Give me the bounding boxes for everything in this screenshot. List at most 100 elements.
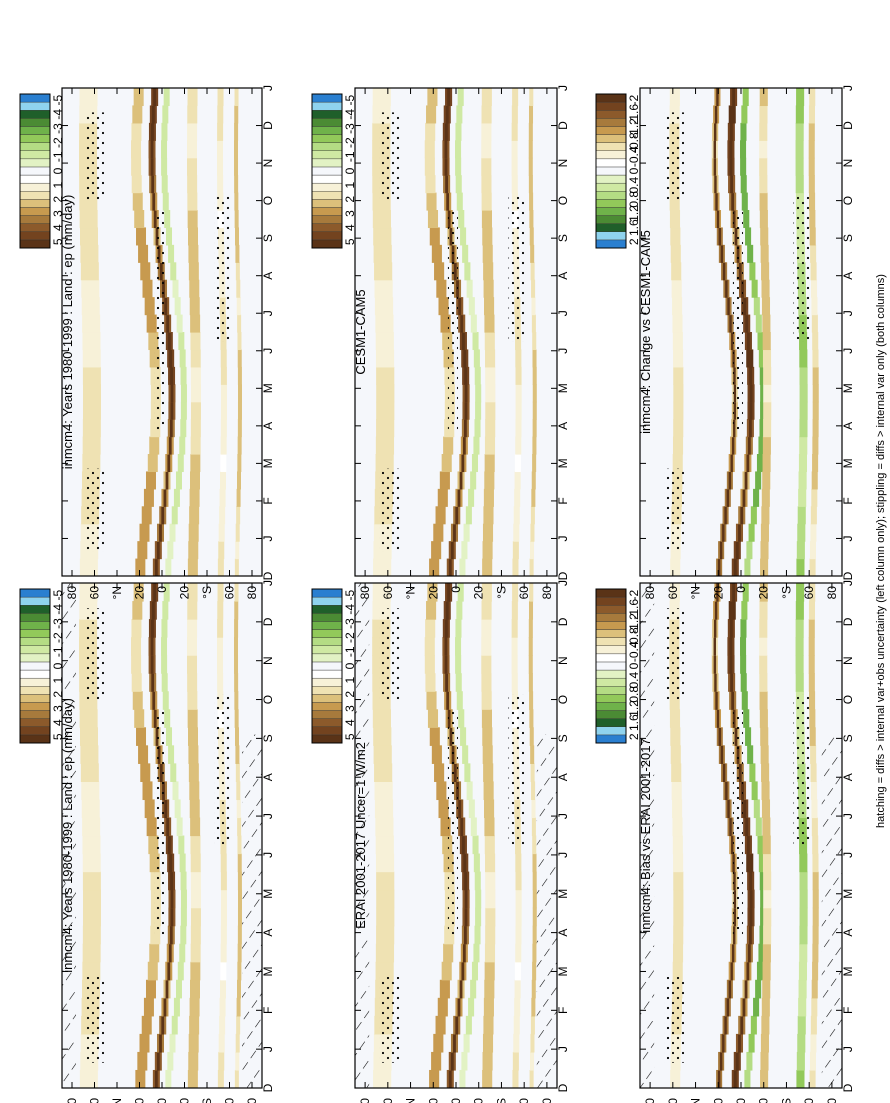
lat-tick-label: 60 bbox=[88, 1098, 102, 1103]
heatmap-cell bbox=[455, 175, 462, 194]
heatmap-cell bbox=[798, 454, 808, 473]
heatmap-core bbox=[461, 454, 465, 473]
stipple-region bbox=[86, 608, 106, 700]
heatmap-cell bbox=[189, 506, 200, 525]
heatmap-core bbox=[152, 691, 156, 710]
month-tick-label: S bbox=[556, 234, 570, 242]
heatmap-cell bbox=[475, 401, 482, 420]
heatmap-cell bbox=[812, 419, 819, 438]
heatmap-cell bbox=[188, 1033, 199, 1053]
heatmap-cell bbox=[237, 835, 242, 855]
lat-tick-label: °S bbox=[779, 1098, 793, 1103]
heatmap-cell bbox=[485, 419, 496, 438]
heatmap-cell bbox=[455, 140, 462, 159]
heatmap-cell bbox=[220, 436, 227, 455]
heatmap-cell bbox=[484, 979, 495, 999]
lat-tick-label: 20 bbox=[757, 1098, 771, 1103]
heatmap-core bbox=[150, 637, 154, 656]
heatmap-cell bbox=[234, 105, 239, 124]
colorbar-swatch bbox=[19, 231, 51, 241]
heatmap-cell bbox=[425, 122, 436, 141]
heatmap-cell bbox=[513, 1015, 520, 1035]
colorbar-swatch bbox=[595, 174, 627, 184]
heatmap-cell bbox=[531, 314, 536, 333]
heatmap-cell bbox=[80, 262, 99, 281]
heatmap-cell bbox=[187, 709, 198, 728]
heatmap-cell bbox=[188, 244, 199, 263]
colorbar-label: -1 bbox=[51, 646, 65, 657]
heatmap-cell bbox=[161, 637, 168, 656]
heatmap-cell bbox=[474, 871, 481, 891]
lat-tick-label: 20 bbox=[711, 1098, 725, 1103]
month-tick-label: A bbox=[261, 929, 275, 937]
heatmap-cell bbox=[671, 781, 682, 801]
heatmap-core bbox=[730, 673, 734, 692]
heatmap-cell bbox=[760, 541, 769, 560]
colorbar-swatch bbox=[19, 734, 51, 744]
heatmap-cell bbox=[795, 157, 804, 176]
month-tick-label: J bbox=[556, 813, 570, 819]
heatmap-cell bbox=[759, 673, 768, 692]
heatmap-cell bbox=[190, 961, 201, 981]
heatmap-cell bbox=[796, 1069, 805, 1088]
heatmap-cell bbox=[799, 349, 808, 368]
panel-p4: 80 60 °N 20 0 20 °S 60 80DJFMAMJJASONDJCESM1-CAM… bbox=[353, 85, 570, 599]
colorbar-swatch bbox=[595, 199, 627, 208]
heatmap-cell bbox=[511, 122, 518, 141]
heatmap-cell bbox=[217, 583, 224, 602]
heatmap-cell bbox=[82, 907, 101, 927]
heatmap-cell bbox=[811, 297, 818, 316]
heatmap-cell bbox=[812, 349, 819, 368]
heatmap-cell bbox=[473, 436, 480, 455]
heatmap-cell bbox=[808, 140, 815, 159]
heatmap-core bbox=[154, 558, 158, 576]
heatmap-cell bbox=[220, 349, 227, 368]
colorbar-swatch bbox=[595, 677, 627, 687]
heatmap-cell bbox=[161, 140, 168, 159]
heatmap-cell bbox=[481, 601, 492, 620]
heatmap-cell bbox=[761, 297, 771, 316]
heatmap-core bbox=[731, 436, 735, 455]
heatmap-core bbox=[749, 384, 753, 403]
heatmap-cell bbox=[187, 637, 198, 656]
heatmap-core bbox=[749, 871, 753, 891]
month-tick-label: N bbox=[261, 159, 275, 168]
heatmap-core bbox=[169, 419, 173, 438]
month-tick-label: A bbox=[841, 272, 855, 280]
heatmap-cell bbox=[808, 122, 815, 141]
heatmap-cell bbox=[673, 419, 684, 438]
colorbar-swatch bbox=[595, 182, 627, 192]
colorbar-swatch bbox=[19, 101, 51, 111]
colorbar-swatch bbox=[595, 231, 627, 241]
colorbar-p1: 5 4 3 2 1 0 -1 -2 -3 -4 -5 bbox=[19, 588, 65, 744]
heatmap-cell bbox=[375, 454, 394, 473]
heatmap-cell bbox=[82, 401, 101, 420]
month-tick-label: J bbox=[556, 1046, 570, 1052]
lat-tick-label: 80 bbox=[643, 586, 657, 600]
heatmap-cell bbox=[171, 506, 178, 525]
heatmap-core bbox=[722, 1033, 725, 1053]
heatmap-cell bbox=[532, 853, 537, 873]
lat-tick-label: 80 bbox=[65, 1098, 79, 1103]
heatmap-cell bbox=[796, 558, 805, 576]
heatmap-cell bbox=[375, 835, 394, 855]
heatmap-cell bbox=[188, 227, 199, 246]
heatmap-cell bbox=[530, 262, 535, 281]
heatmap-cell bbox=[135, 1069, 146, 1088]
heatmap-core bbox=[156, 1051, 160, 1071]
lat-tick-label: 0 bbox=[734, 586, 748, 593]
colorbar-swatch bbox=[19, 134, 51, 143]
heatmap-cell bbox=[812, 943, 819, 963]
heatmap-cell bbox=[234, 619, 239, 638]
colorbar-swatch bbox=[19, 174, 51, 184]
heatmap-cell bbox=[235, 523, 240, 542]
heatmap-cell bbox=[513, 506, 520, 525]
heatmap-cell bbox=[757, 332, 764, 351]
colorbar-swatch bbox=[311, 645, 343, 655]
heatmap-cell bbox=[759, 871, 766, 891]
heatmap-cell bbox=[457, 583, 464, 602]
heatmap-core bbox=[749, 401, 753, 420]
heatmap-cell bbox=[175, 979, 182, 999]
heatmap-cell bbox=[373, 727, 392, 746]
heatmap-cell bbox=[763, 871, 772, 891]
